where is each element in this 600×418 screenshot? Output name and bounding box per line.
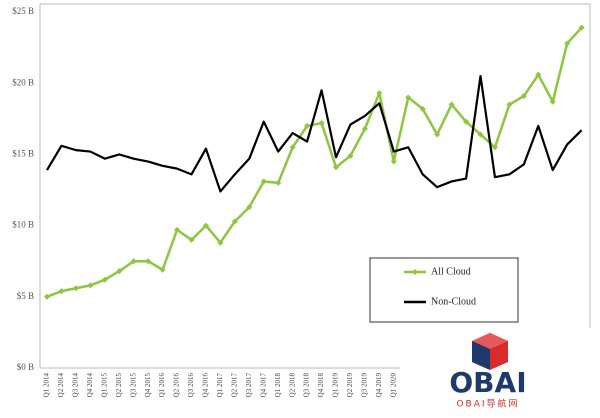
x-tick-label: Q2 2014 <box>57 373 65 398</box>
data-point <box>564 40 571 47</box>
data-point <box>506 101 513 108</box>
data-point <box>159 266 166 273</box>
x-tick-label: Q3 2019 <box>361 373 369 398</box>
x-tick-label: Q4 2016 <box>202 373 210 398</box>
data-point <box>289 144 296 151</box>
x-tick-label: Q2 2018 <box>288 373 296 398</box>
data-point <box>101 276 108 283</box>
data-point <box>434 131 441 138</box>
legend-label: Non-Cloud <box>431 296 476 307</box>
legend-marker <box>412 269 418 275</box>
y-tick-label: $10 B <box>12 220 34 230</box>
data-point <box>333 164 339 171</box>
x-tick-label: Q3 2018 <box>303 373 311 398</box>
x-tick-label: Q2 2019 <box>346 373 354 398</box>
data-point <box>419 105 426 112</box>
data-point <box>405 94 412 101</box>
data-point <box>463 118 470 125</box>
data-point <box>578 24 585 31</box>
data-point <box>116 268 123 275</box>
x-tick-label: Q4 2015 <box>144 373 152 398</box>
y-tick-label: $25 B <box>12 6 34 16</box>
data-point <box>188 236 195 243</box>
data-point <box>535 71 542 78</box>
data-point <box>217 239 224 246</box>
data-point <box>390 158 397 165</box>
data-point <box>72 285 79 292</box>
y-tick-label: $15 B <box>12 148 34 158</box>
x-tick-label: Q1 2016 <box>158 373 166 398</box>
data-point <box>477 131 484 138</box>
x-tick-label: Q4 2017 <box>259 373 267 398</box>
data-point <box>318 120 325 127</box>
x-tick-label: Q1 2020 <box>389 373 397 398</box>
y-tick-label: $0 B <box>17 362 34 372</box>
x-tick-label: Q4 2019 <box>375 373 383 398</box>
data-point <box>202 222 209 229</box>
x-tick-label: Q3 2017 <box>245 373 253 398</box>
series-line <box>46 74 583 193</box>
x-tick-label: Q1 2014 <box>43 373 51 398</box>
data-point <box>275 179 282 186</box>
x-tick-label: Q1 2017 <box>216 373 224 398</box>
y-tick-label: $20 B <box>12 77 34 87</box>
watermark: OBAI OBAI导航网 <box>449 333 527 410</box>
data-point <box>376 90 383 97</box>
x-tick-label: Q4 2018 <box>317 373 325 398</box>
data-point <box>58 288 65 295</box>
logo-cube-side <box>472 341 490 370</box>
logo-text: OBAI <box>449 366 526 399</box>
series-line <box>46 26 583 298</box>
data-point <box>520 93 527 100</box>
x-tick-label: Q1 2019 <box>332 373 340 398</box>
legend-box <box>369 257 519 323</box>
data-point <box>231 218 238 225</box>
x-tick-label: Q3 2016 <box>187 373 195 398</box>
x-tick-label: Q4 2014 <box>86 373 94 398</box>
data-point <box>347 152 354 159</box>
x-tick-label: Q2 2015 <box>115 373 123 398</box>
data-point <box>448 101 455 108</box>
data-point <box>87 282 94 289</box>
x-tick-label: Q1 2018 <box>274 373 282 398</box>
data-point <box>130 258 137 265</box>
logo-caption: OBAI导航网 <box>456 398 519 410</box>
x-tick-label: Q1 2015 <box>100 373 108 398</box>
data-point <box>246 204 253 211</box>
data-point <box>44 293 50 300</box>
x-tick-label: Q3 2014 <box>72 373 80 398</box>
x-tick-label: Q3 2015 <box>129 373 137 398</box>
data-point <box>174 226 181 233</box>
x-tick-label: Q2 2016 <box>173 373 181 398</box>
y-tick-label: $5 B <box>17 291 34 301</box>
x-tick-label: Q2 2017 <box>230 373 238 398</box>
data-point <box>260 178 267 185</box>
data-point <box>304 122 311 129</box>
data-point <box>491 144 498 151</box>
legend-label: All Cloud <box>431 266 471 277</box>
data-point <box>361 125 368 132</box>
data-point <box>145 258 152 265</box>
data-point <box>549 98 556 105</box>
